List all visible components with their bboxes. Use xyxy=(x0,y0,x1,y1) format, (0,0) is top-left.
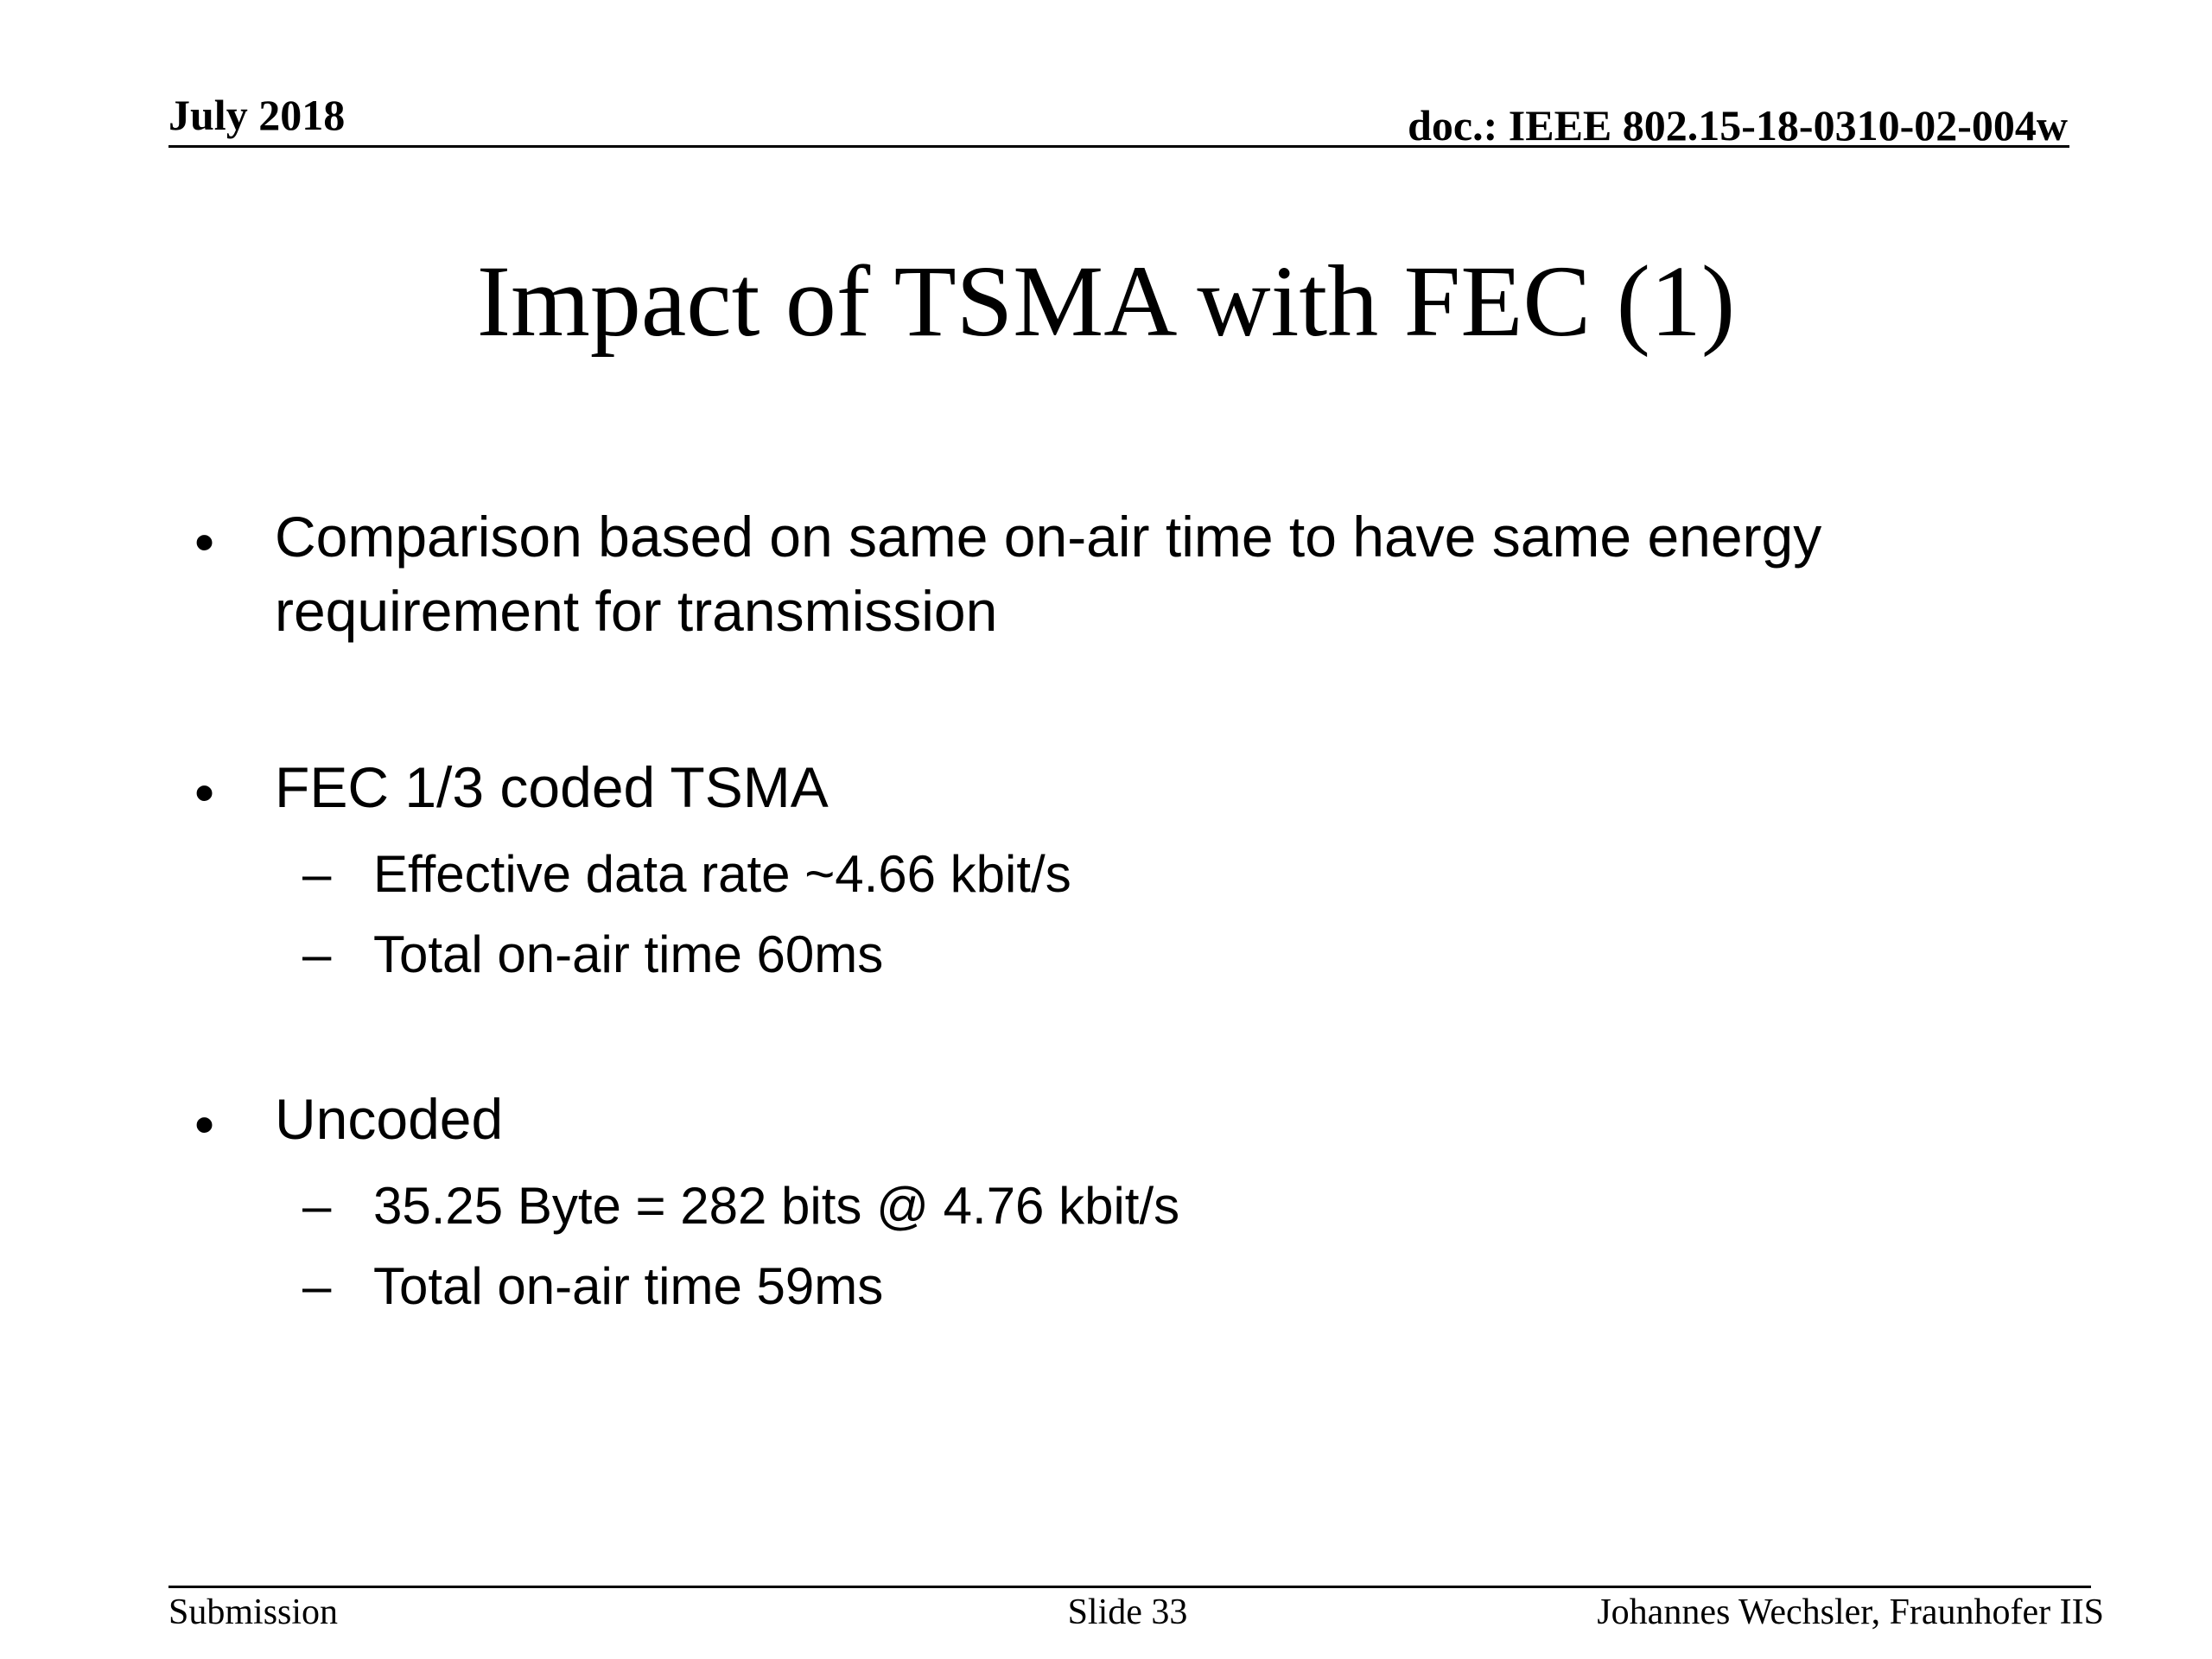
bullet-marker: • xyxy=(194,510,215,574)
subitem-marker: – xyxy=(302,1257,332,1315)
bullet-text: Comparison based on same on-air time to … xyxy=(275,505,1822,569)
footer-author: Johannes Wechsler, Fraunhofer IIS xyxy=(1597,1592,2104,1632)
bullet-text: FEC 1/3 coded TSMA xyxy=(275,755,829,819)
bullet-marker: • xyxy=(194,760,215,824)
footer-slide-number: Slide 33 xyxy=(1067,1592,1188,1632)
header-divider xyxy=(168,145,2069,148)
bullet-marker: • xyxy=(194,1092,215,1156)
subitem-text: 35.25 Byte = 282 bits @ 4.76 kbit/s xyxy=(373,1177,1180,1235)
footer-divider xyxy=(168,1586,2091,1588)
bullet-text: Uncoded xyxy=(275,1087,504,1151)
bullet-text-continuation: requirement for transmission xyxy=(275,579,998,643)
subitem-text: Total on-air time 60ms xyxy=(373,925,884,983)
subitem-marker: – xyxy=(302,1177,332,1235)
footer-submission: Submission xyxy=(168,1592,339,1632)
subitem-text: Effective data rate ~4.66 kbit/s xyxy=(373,845,1071,903)
subitem-text: Total on-air time 59ms xyxy=(373,1257,884,1315)
slide-title: Impact of TSMA with FEC (1) xyxy=(476,245,1736,358)
subitem-marker: – xyxy=(302,925,332,983)
header-date: July 2018 xyxy=(168,91,346,139)
header-doc-id: doc.: IEEE 802.15-18-0310-02-004w xyxy=(1408,101,2068,149)
subitem-marker: – xyxy=(302,845,332,903)
